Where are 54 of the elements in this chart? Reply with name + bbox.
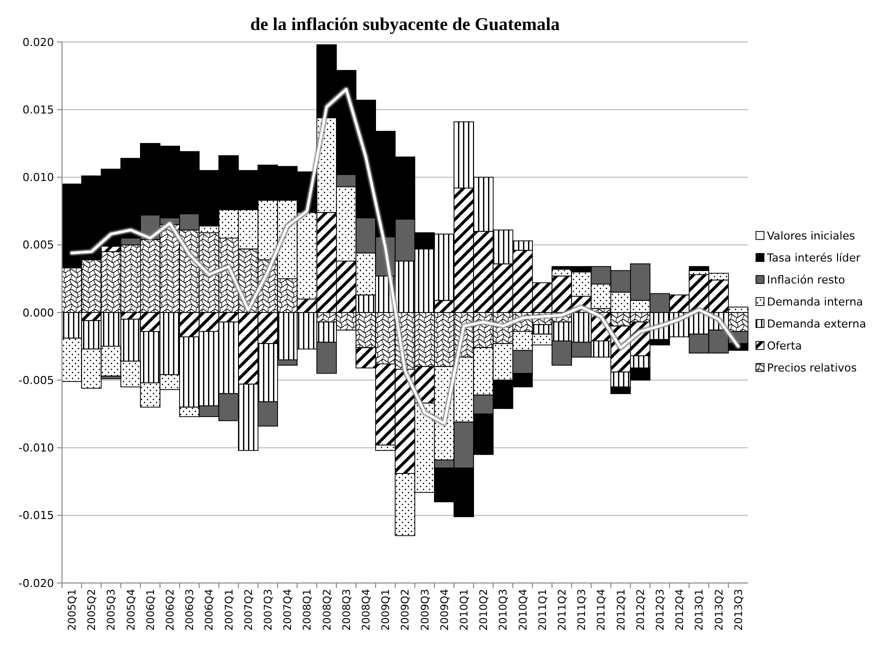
y-tick-label: 0.020	[22, 36, 54, 49]
x-tick-label: 2006Q2	[164, 589, 176, 631]
x-tick-label: 2011Q4	[596, 588, 608, 631]
x-tick-label: 2012Q2	[634, 589, 647, 631]
legend-label: Demanda externa	[767, 317, 866, 330]
legend-label: Precios relativos	[767, 361, 858, 374]
x-tick-label: 2009Q1	[380, 589, 392, 631]
x-tick-label: 2007Q3	[262, 589, 274, 631]
x-tick-label: 2008Q1	[302, 589, 314, 631]
legend-label: Oferta	[767, 339, 802, 352]
x-tick-label: 2008Q3	[340, 589, 353, 631]
x-tick-label: 2006Q1	[144, 589, 157, 631]
x-tick-label: 2010Q3	[498, 589, 510, 631]
x-tick-label: 2005Q2	[86, 589, 98, 631]
y-tick-label: -0.015	[18, 509, 54, 522]
legend-label: Inflación resto	[767, 273, 846, 286]
line-series	[70, 88, 740, 425]
chart-title: de la inflación subyacente de Guatemala	[250, 14, 560, 34]
legend-label: Demanda interna	[767, 295, 864, 308]
y-tick-label: -0.020	[18, 576, 54, 590]
y-tick-label: 0.015	[22, 103, 54, 116]
bar	[688, 266, 710, 271]
y-tick-label: 0.010	[22, 171, 54, 184]
x-tick-label: 2007Q4	[282, 588, 294, 631]
legend-label: Valores iniciales	[767, 229, 856, 242]
x-tick-label: 2010Q2	[478, 589, 490, 631]
x-tick-label: 2013Q2	[713, 589, 726, 631]
x-tick-label: 2006Q4	[204, 588, 216, 631]
x-tick-label: 2007Q1	[223, 589, 236, 631]
x-tick-label: 2013Q3	[732, 589, 745, 631]
x-tick-label: 2008Q2	[321, 589, 334, 631]
x-tick-label: 2011Q3	[576, 589, 588, 631]
x-tick-label: 2006Q3	[184, 589, 196, 631]
x-tick-label: 2005Q4	[125, 588, 138, 631]
x-tick-label: 2009Q4	[438, 588, 451, 631]
x-tick-label: 2007Q2	[242, 589, 255, 631]
x-tick-label: 2010Q1	[458, 589, 470, 631]
x-tick-label: 2012Q3	[654, 589, 666, 631]
x-tick-label: 2010Q4	[517, 588, 530, 631]
x-tick-label: 2009Q3	[419, 589, 432, 631]
x-tick-label: 2005Q1	[66, 589, 78, 631]
x-tick-label: 2005Q3	[106, 589, 118, 631]
x-tick-label: 2011Q1	[536, 589, 549, 631]
x-tick-label: 2013Q1	[694, 589, 706, 631]
x-tick-label: 2011Q2	[556, 589, 568, 631]
y-tick-label: 0.000	[22, 306, 54, 320]
y-tick-label: -0.005	[18, 374, 54, 387]
legend-label: Tasa interés líder	[766, 251, 861, 264]
x-tick-label: 2009Q2	[400, 589, 412, 631]
y-tick-label: 0.005	[22, 238, 54, 252]
x-tick-label: 2012Q1	[615, 589, 628, 631]
x-tick-label: 2012Q4	[674, 588, 686, 631]
x-tick-label: 2008Q4	[360, 588, 372, 631]
y-tick-label: -0.010	[18, 442, 54, 455]
